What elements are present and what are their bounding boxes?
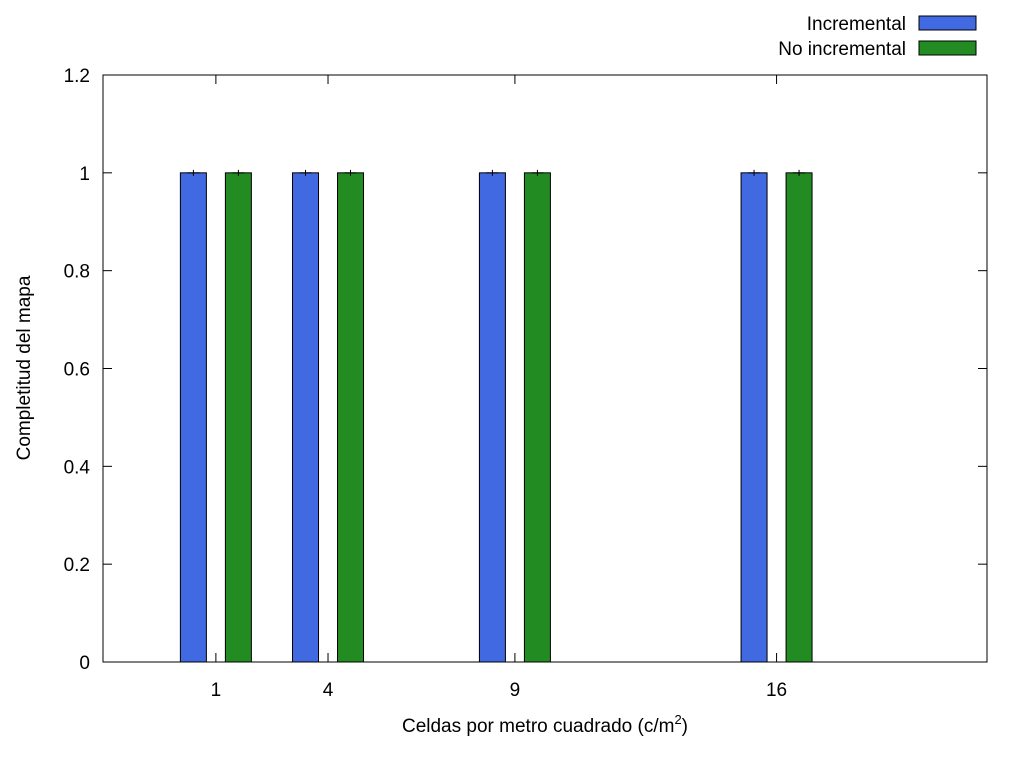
y-tick-label: 0.4 xyxy=(64,457,91,478)
x-axis-title-main: Celdas por metro cuadrado (c/m xyxy=(402,716,674,737)
x-axis-title: Celdas por metro cuadrado (c/m2) xyxy=(402,712,688,737)
y-tick-label: 0 xyxy=(79,653,90,674)
error-bars-layer xyxy=(187,169,806,176)
x-axis-ticks: 1 4 9 16 xyxy=(211,75,787,701)
bar-no-incremental xyxy=(785,172,813,663)
legend-label-incremental: Incremental xyxy=(807,14,906,35)
y-tick-label: 1 xyxy=(79,164,90,185)
x-tick-label: 9 xyxy=(510,680,521,701)
bar-incremental xyxy=(740,172,768,663)
bar-incremental xyxy=(292,172,320,663)
legend-label-no-incremental: No incremental xyxy=(778,39,906,60)
legend-swatch-incremental xyxy=(918,15,977,31)
x-axis-title-end: ) xyxy=(682,716,688,737)
bar-incremental xyxy=(179,172,207,663)
y-tick-label: 1.2 xyxy=(64,66,90,87)
y-tick-label: 0.6 xyxy=(64,360,90,381)
y-tick-label: 0.8 xyxy=(64,262,90,283)
legend: Incremental No incremental xyxy=(778,14,977,60)
x-tick-label: 1 xyxy=(211,680,222,701)
y-tick-label: 0.2 xyxy=(64,555,90,576)
legend-swatch-no-incremental xyxy=(918,40,977,56)
x-tick-label: 4 xyxy=(323,680,334,701)
bar-no-incremental xyxy=(337,172,365,663)
bar-incremental xyxy=(478,172,506,663)
bars-layer xyxy=(179,172,813,663)
x-axis-title-superscript: 2 xyxy=(674,712,681,727)
y-axis-ticks: 0 0.2 0.4 0.6 0.8 1 1.2 xyxy=(64,66,987,674)
x-tick-label: 16 xyxy=(766,680,787,701)
bar-no-incremental xyxy=(523,172,551,663)
y-axis-title: Completitud del mapa xyxy=(14,275,35,460)
bar-no-incremental xyxy=(224,172,252,663)
